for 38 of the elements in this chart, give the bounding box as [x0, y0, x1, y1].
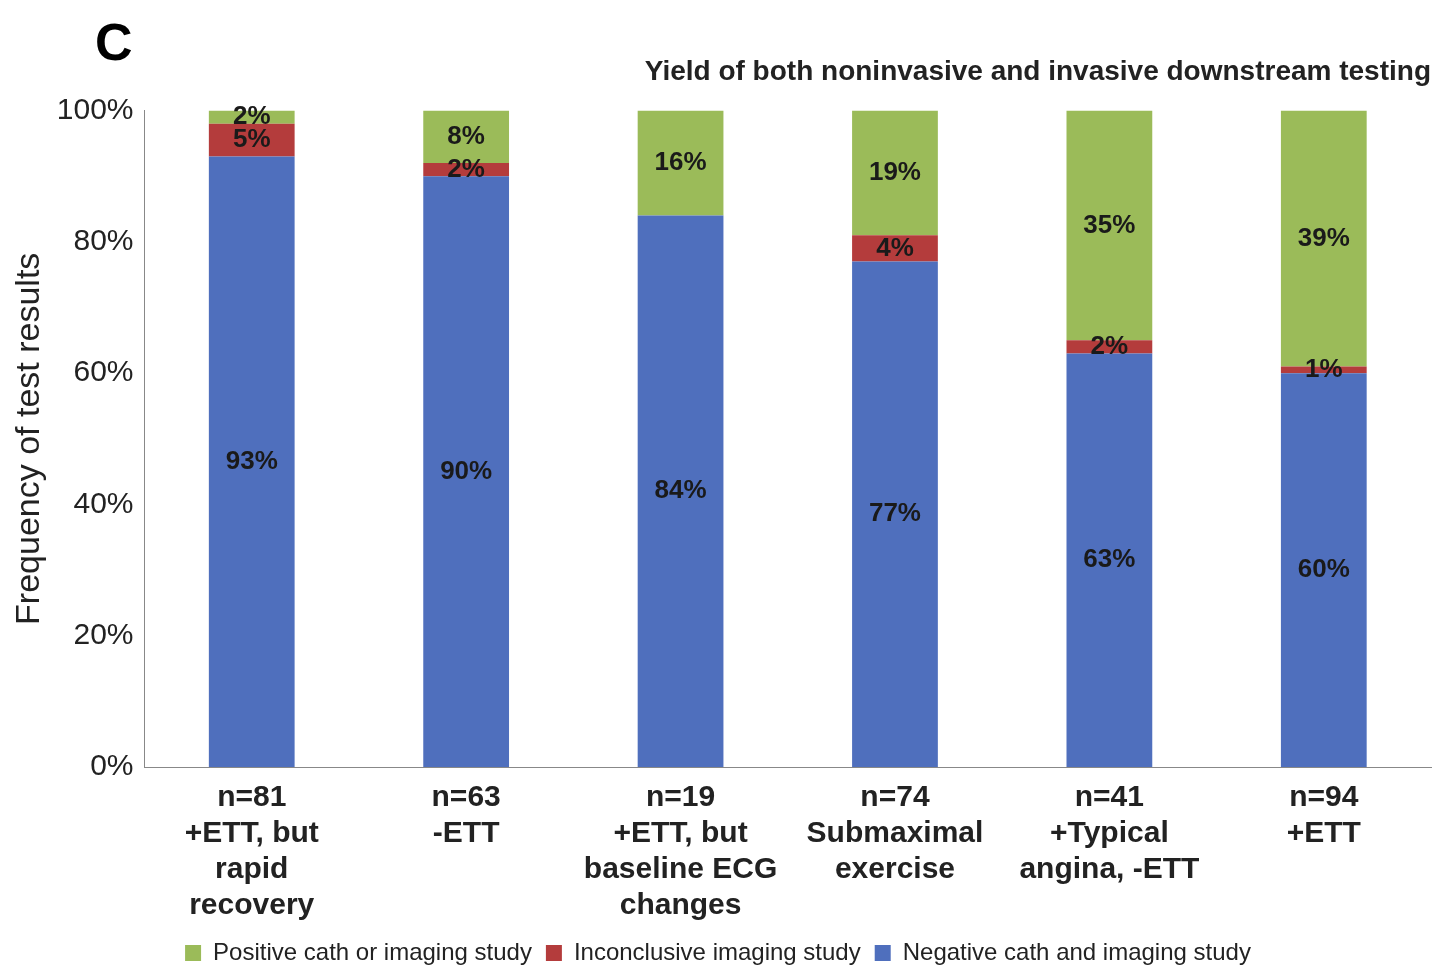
data-label: 63%: [1083, 543, 1136, 574]
data-label: 60%: [1297, 553, 1350, 584]
bar: [852, 110, 938, 236]
data-label: 8%: [447, 120, 485, 151]
x-tick-label: n=41 +Typical angina, -ETT: [1019, 779, 1200, 885]
legend-label: Negative cath and imaging study: [902, 937, 1251, 965]
data-label: 77%: [868, 497, 921, 528]
legend-label: Inconclusive imaging study: [573, 937, 861, 965]
legend-label: Positive cath or imaging study: [213, 937, 532, 965]
y-tick-label: 20%: [73, 616, 134, 650]
x-tick-label: n=74 Submaximal exercise: [806, 779, 984, 885]
y-tick-label: 100%: [56, 91, 134, 125]
y-axis-title: Frequency of test results: [7, 252, 46, 625]
x-tick-label: n=63 -ETT: [431, 779, 501, 849]
data-label: 90%: [440, 454, 493, 485]
data-label: 35%: [1083, 208, 1136, 239]
data-label: 39%: [1297, 221, 1350, 252]
bar: [852, 261, 938, 767]
data-label: 5%: [232, 123, 271, 154]
bar: [637, 110, 724, 216]
data-label: 19%: [868, 156, 921, 187]
x-tick-label: n=19 +ETT, but baseline ECG changes: [583, 779, 778, 921]
y-tick-label: 40%: [73, 485, 134, 519]
data-label: 16%: [654, 146, 707, 177]
x-tick-label: n=94 +ETT: [1286, 779, 1361, 849]
data-label: 84%: [654, 474, 707, 505]
data-label: 93%: [225, 444, 278, 475]
chart-title: Yield of both noninvasive and invasive downstream testing: [644, 54, 1431, 86]
y-tick-label: 80%: [73, 223, 134, 257]
y-tick-label: 0%: [90, 748, 134, 782]
bar: [208, 156, 295, 767]
bar: [423, 176, 510, 767]
y-tick-label: 60%: [73, 354, 134, 388]
x-tick-label: n=81 +ETT, but rapid recovery: [184, 779, 319, 921]
bar: [637, 215, 724, 767]
text: C: [95, 13, 133, 72]
data-label: 4%: [876, 231, 914, 262]
bar: [1066, 353, 1153, 767]
